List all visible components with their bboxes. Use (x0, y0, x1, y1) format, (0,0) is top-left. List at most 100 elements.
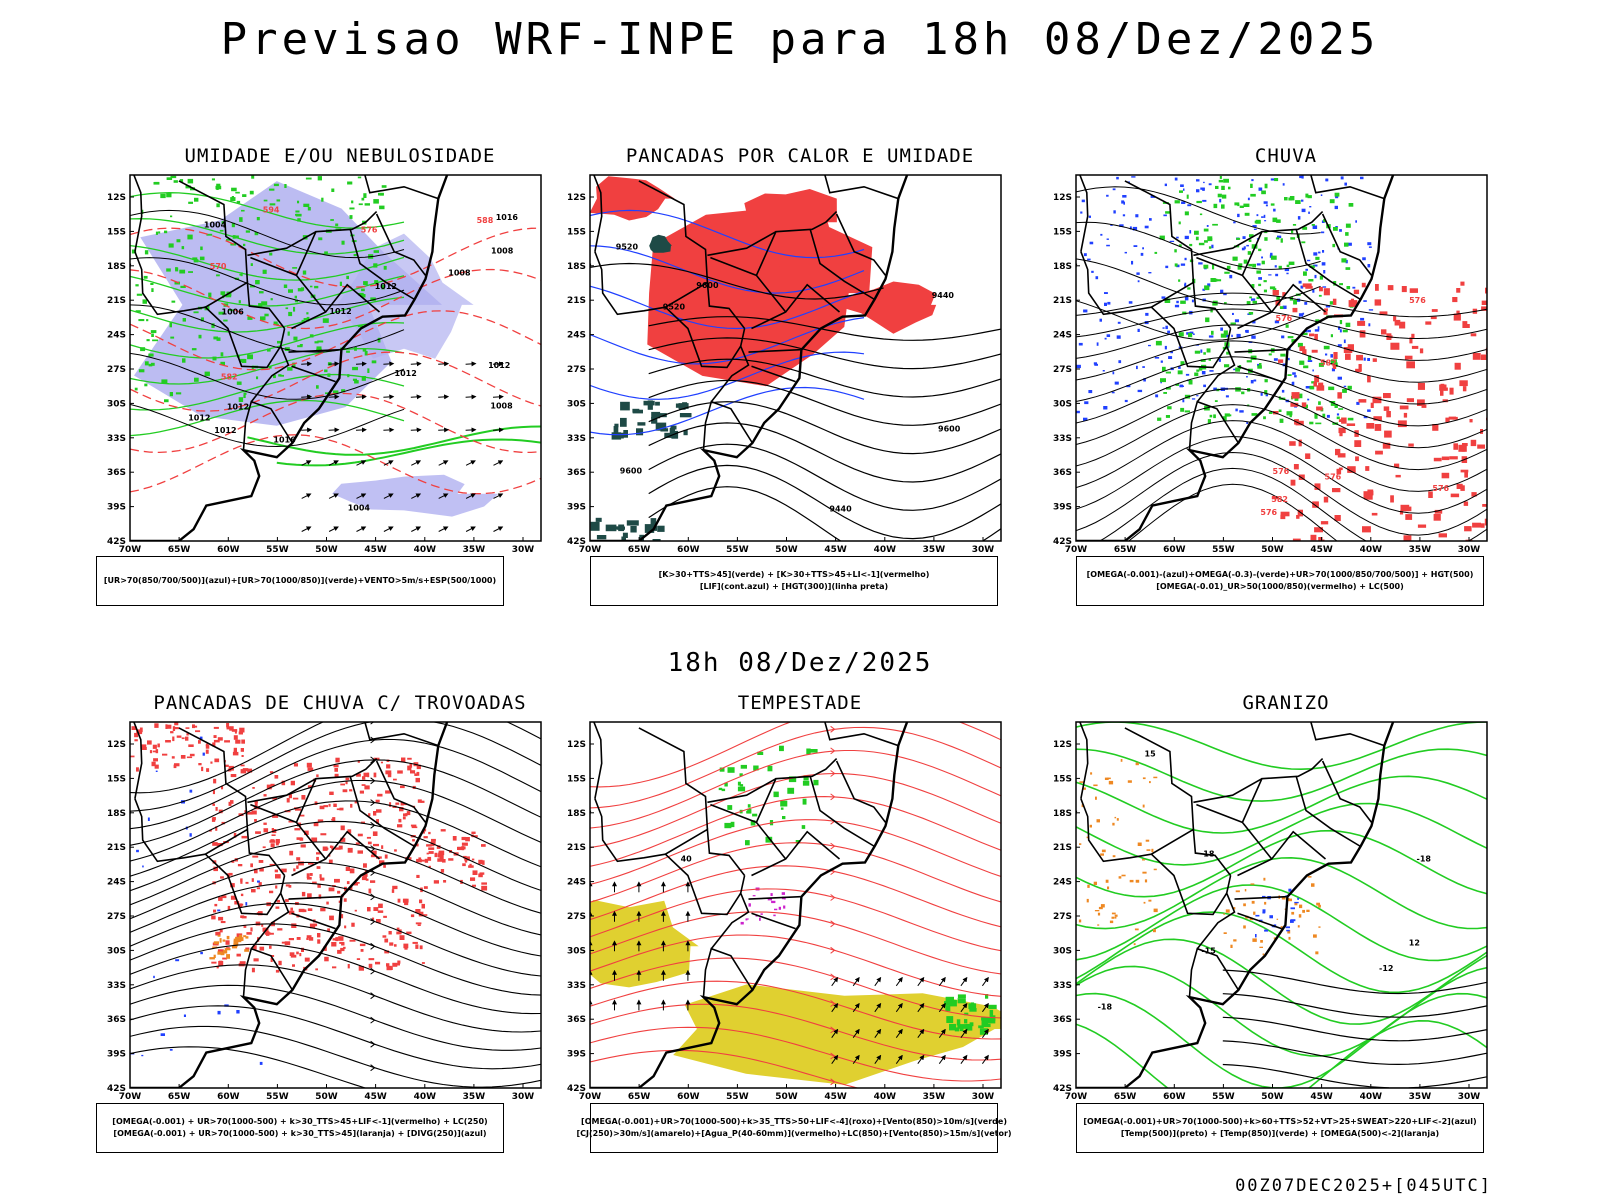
speckle (188, 744, 194, 747)
contour-line (130, 399, 405, 437)
speckle (169, 1049, 173, 1051)
wind-vector (465, 394, 477, 400)
speckle (270, 298, 273, 301)
speckle (306, 762, 312, 768)
speckle (1347, 417, 1354, 421)
speckle (1300, 285, 1304, 289)
speckle (1256, 263, 1261, 266)
speckle (174, 281, 180, 285)
speckle (275, 842, 279, 846)
speckle (1241, 247, 1245, 251)
speckle (1298, 474, 1305, 480)
speckle (278, 374, 282, 377)
speckle (424, 858, 429, 863)
speckle (1325, 178, 1328, 182)
wind-vector (895, 1028, 903, 1038)
speckle (1155, 394, 1159, 398)
speckle (399, 935, 405, 940)
speckle (275, 874, 281, 879)
speckle (306, 873, 310, 878)
speckle (1211, 330, 1214, 335)
speckle (727, 767, 735, 773)
speckle (1180, 263, 1186, 266)
speckle (948, 999, 957, 1007)
speckle (1368, 323, 1371, 327)
streamline (130, 984, 541, 1051)
speckle (780, 807, 784, 810)
stream-arrow (370, 722, 375, 725)
speckle (199, 736, 203, 740)
border-line (247, 231, 317, 257)
speckle (1345, 322, 1351, 327)
stream-arrow (370, 821, 376, 829)
speckle (1453, 443, 1458, 450)
contour-label: 1012 (329, 307, 351, 316)
speckle (481, 885, 488, 891)
contour-line (130, 192, 405, 229)
speckle (418, 857, 422, 861)
speckle (415, 777, 420, 783)
speckle (166, 177, 173, 180)
contour-line (1076, 258, 1321, 306)
speckle (295, 808, 301, 811)
speckle (719, 767, 725, 772)
speckle (322, 318, 329, 323)
speckle (189, 833, 192, 837)
speckle (270, 843, 275, 848)
speckle (1357, 320, 1366, 326)
lon-tick-label: 60W (677, 545, 700, 555)
speckle (422, 831, 425, 834)
speckle (304, 830, 309, 835)
speckle (1262, 911, 1266, 914)
speckle (1264, 929, 1269, 932)
speckle (1251, 335, 1256, 339)
contour-label: 1012 (227, 403, 249, 412)
speckle (354, 909, 357, 912)
speckle (1106, 238, 1109, 240)
speckle (263, 828, 269, 833)
speckle (1090, 772, 1093, 775)
speckle (1310, 534, 1317, 541)
speckle (1417, 382, 1425, 390)
speckle (238, 300, 241, 304)
speckle (1112, 188, 1116, 191)
speckle (1372, 396, 1382, 404)
lat-tick-label: 42S (567, 1084, 586, 1094)
speckle (331, 188, 335, 192)
speckle (1298, 313, 1304, 317)
legend-line: [OMEGA(-0.001)+UR>70(1000-500)+k>35_TTS>… (581, 1117, 1007, 1126)
speckle (1159, 235, 1165, 240)
speckle (217, 951, 223, 955)
speckle (1338, 427, 1346, 434)
speckle (1100, 853, 1104, 856)
lon-tick-label: 65W (1114, 545, 1137, 555)
speckle (1222, 416, 1227, 421)
speckle (218, 961, 224, 966)
speckle (257, 880, 260, 883)
speckle (1243, 903, 1246, 907)
speckle (1181, 385, 1184, 387)
speckle (746, 918, 749, 920)
speckle (1318, 382, 1324, 387)
legend-pancadas-calor: [K>30+TTS>45](verde) + [K>30+TTS>45+LI<-… (590, 556, 998, 606)
speckle (396, 927, 400, 931)
lon-tick-label: 65W (628, 1092, 651, 1102)
speckle (1464, 470, 1468, 478)
speckle (151, 333, 154, 337)
speckle (329, 915, 334, 921)
border-line (291, 365, 336, 383)
speckle (326, 901, 329, 905)
speckle (1097, 912, 1101, 916)
speckle (1098, 906, 1103, 910)
speckle (1207, 283, 1211, 287)
speckle (1095, 276, 1099, 280)
contour-line (1222, 1040, 1487, 1066)
speckle (675, 403, 686, 408)
lat-tick-label: 39S (1053, 503, 1072, 513)
speckle (317, 939, 321, 944)
lat-tick-label: 27S (1053, 912, 1072, 922)
speckle (245, 902, 248, 906)
wind-vector (917, 1054, 925, 1064)
speckle (1249, 234, 1254, 238)
speckle (1233, 221, 1236, 224)
